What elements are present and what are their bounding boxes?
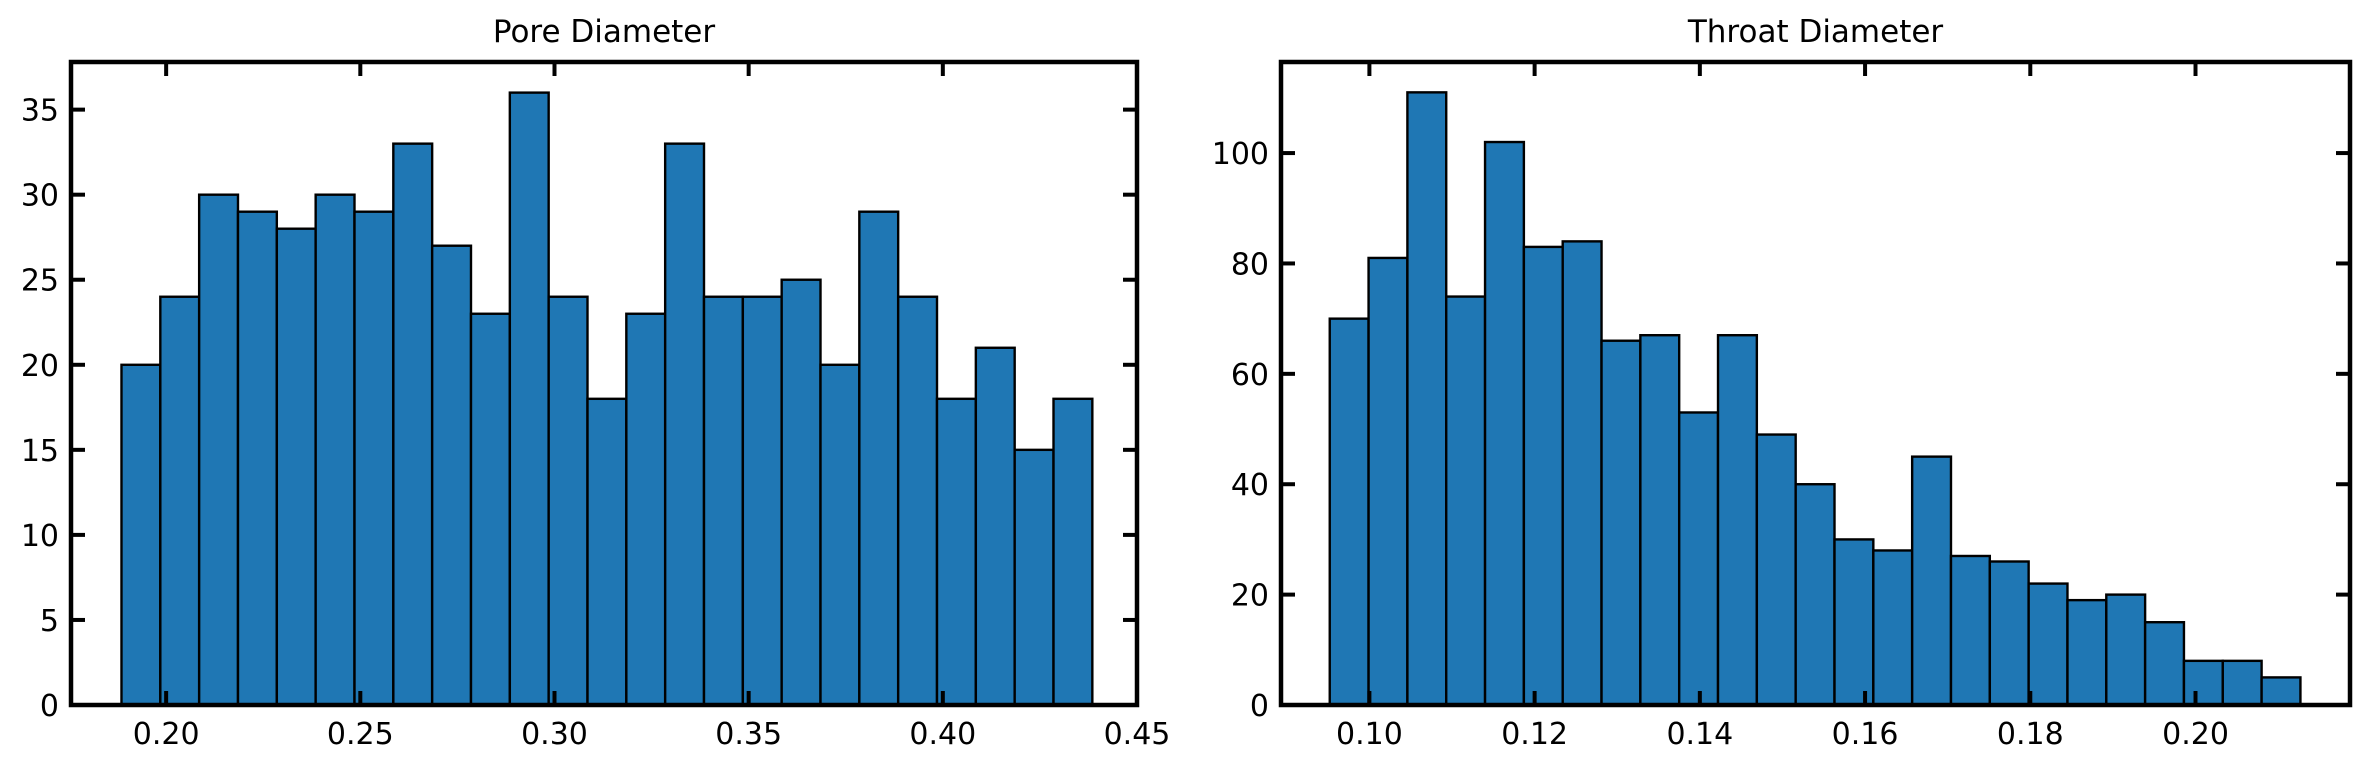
histogram-bar [197,193,240,707]
histogram-bar [1677,411,1720,707]
histogram-bar [1833,538,1875,707]
chart-title: Throat Diameter [1687,14,1944,50]
y-tick-label: 25 [21,264,59,299]
histogram-bar [1052,397,1094,707]
y-tick-label: 10 [21,519,59,554]
histogram-bar [1716,334,1759,707]
histogram-bar [896,295,939,707]
histogram-bar [1872,549,1914,707]
histogram-bar [2105,593,2147,707]
histogram-bar [974,346,1016,707]
histogram-bar [2260,676,2302,707]
x-tick-label: 0.16 [1832,717,1899,752]
y-tick-label: 60 [1231,358,1269,393]
histogram-bar [1600,339,1642,707]
y-tick-label: 80 [1231,247,1269,282]
x-tick-label: 0.18 [1997,717,2064,752]
histogram-bar [547,295,589,707]
histogram-bar [1561,240,1603,707]
histogram-bar [858,210,900,707]
histogram-bar [275,227,317,707]
x-tick-label: 0.35 [715,717,782,752]
histogram-bar [469,312,512,707]
histogram-bar [1988,560,2030,707]
histogram-bar [741,295,783,707]
histogram-bar [819,363,861,707]
x-tick-label: 0.25 [327,717,394,752]
axes-frame [1278,59,2353,708]
histogram-bar [353,210,395,707]
histogram-bar [1445,295,1487,707]
y-tick-label: 20 [1231,579,1269,614]
histogram-bar [780,278,822,707]
histogram-bar [2221,659,2263,707]
y-tick-label: 35 [21,94,59,129]
histogram-bar [1522,245,1564,707]
histogram-bar [1910,455,1953,707]
histogram-bar [1367,256,1409,707]
x-tick-label: 0.30 [521,717,588,752]
histogram-bar [1328,317,1370,707]
histogram-bar [236,210,279,707]
histogram-bar [2066,598,2108,707]
histogram-bar [625,312,667,707]
y-tick-label: 30 [21,179,59,214]
pore-diameter-histogram: Pore Diameter 0.20 0.25 0.30 0.35 0.40 0.45 0 5… [21,14,1171,752]
axes-frame [68,59,1140,708]
histogram-bar [935,397,978,707]
y-tick-label: 0 [40,689,59,724]
y-tick-label: 0 [1250,689,1269,724]
histogram-bar [1755,433,1797,707]
x-tick-label: 0.12 [1501,717,1568,752]
histogram-bar [392,142,434,707]
histogram-bar [1013,448,1055,707]
histogram-bar [120,363,162,707]
x-tick-label: 0.20 [2162,717,2229,752]
histogram-bar [1794,483,1836,707]
x-tick-label: 0.20 [133,717,200,752]
y-tick-label: 5 [40,604,59,639]
chart-title: Pore Diameter [493,14,716,50]
histogram-bar [2027,582,2069,707]
y-tick-label: 100 [1212,137,1269,172]
histogram-bar [663,142,706,707]
y-tick-label: 20 [21,349,59,384]
histogram-bar [702,295,745,707]
histogram-bar [314,193,356,707]
histogram-bar [1949,554,1992,707]
histogram-bar [1483,140,1526,707]
x-tick-label: 0.14 [1666,717,1733,752]
x-tick-label: 0.10 [1336,717,1403,752]
y-tick-label: 15 [21,434,59,469]
throat-diameter-histogram: Throat Diameter 0.10 0.12 0.14 0.16 0.18 0.20… [1212,14,2353,752]
histogram-bar [508,91,550,707]
histogram-bar [1639,334,1681,707]
histogram-bar [159,295,201,707]
x-tick-label: 0.45 [1104,717,1171,752]
histogram-bar [1406,91,1448,707]
histogram-bar [430,244,473,707]
histogram-bar [2143,621,2186,707]
histogram-bar [2182,659,2224,707]
y-tick-label: 40 [1231,468,1269,503]
histogram-bar [586,397,628,707]
x-tick-label: 0.40 [909,717,976,752]
